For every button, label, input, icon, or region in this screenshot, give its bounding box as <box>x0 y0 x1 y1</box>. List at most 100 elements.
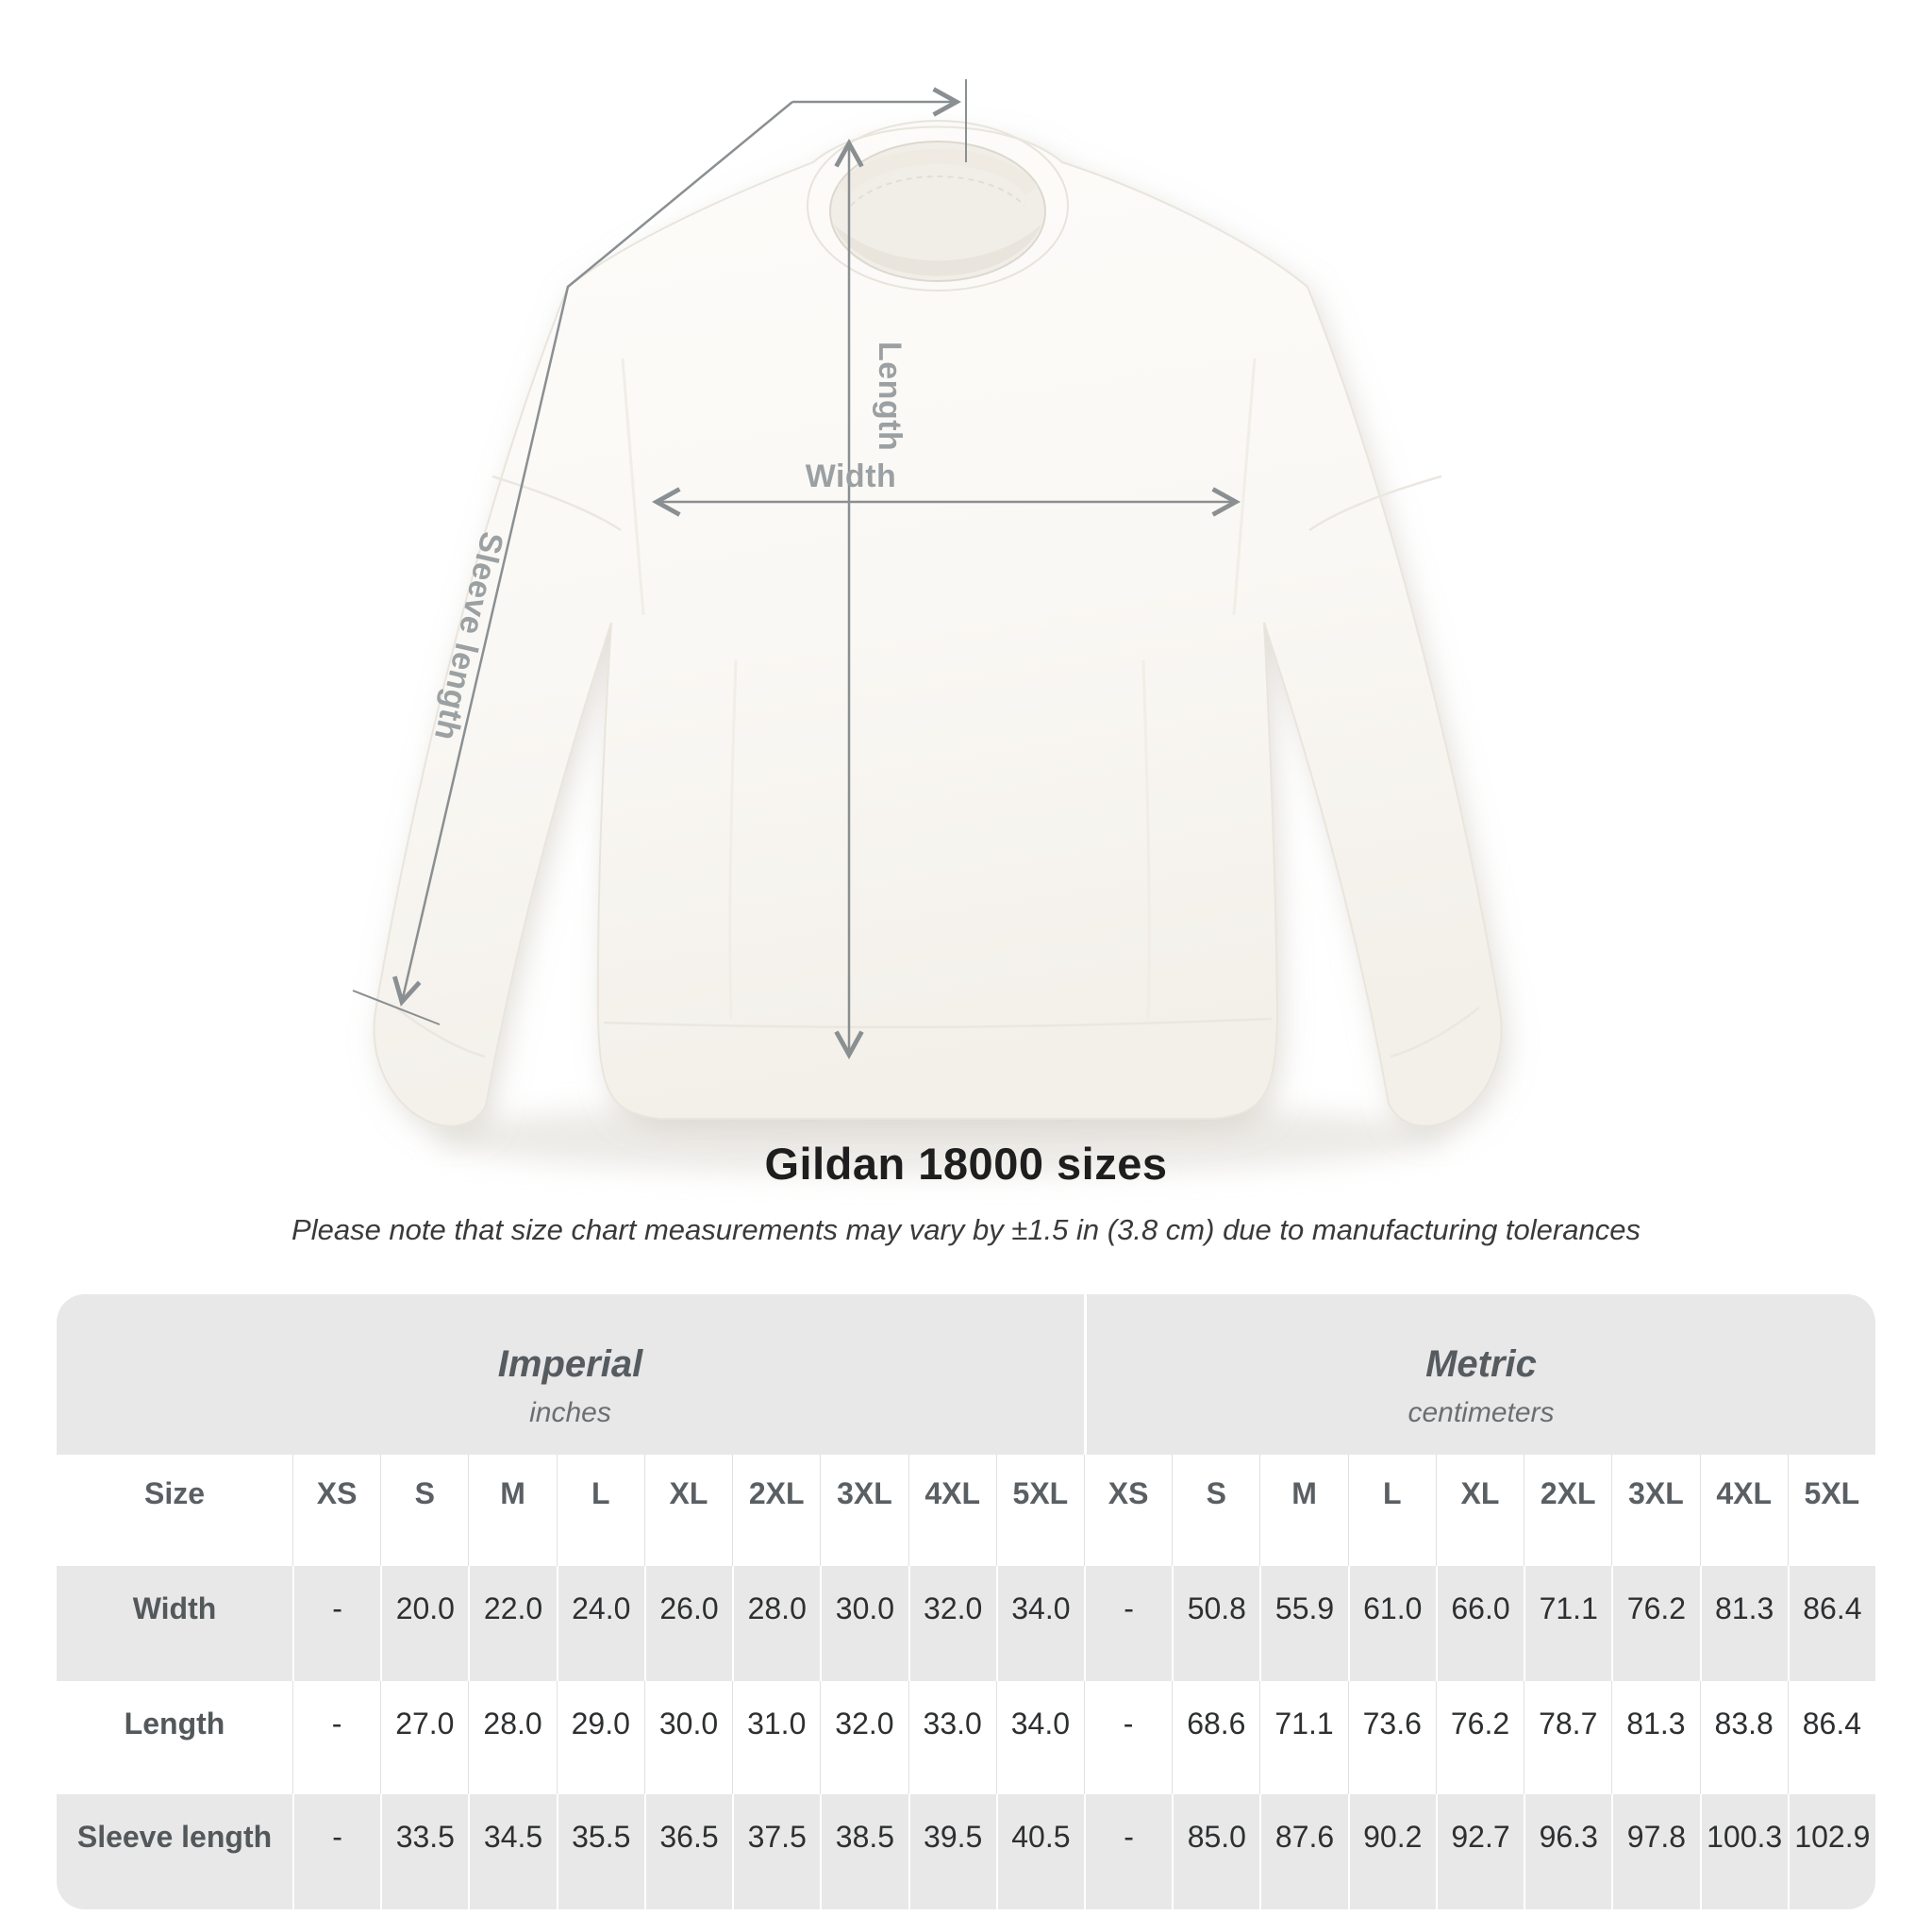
size-col-header: L <box>556 1455 644 1566</box>
sweatshirt-illustration <box>373 125 1503 1127</box>
left-cuff-seam <box>395 1007 486 1058</box>
back-neck-stitch <box>850 175 1025 207</box>
right-shoulder-seam <box>1308 475 1442 532</box>
size-value-cell: 85.0 <box>1172 1794 1260 1909</box>
unit-group-sublabel: centimeters <box>1407 1396 1555 1428</box>
size-value-cell: 55.9 <box>1259 1566 1348 1681</box>
size-col-header: XS <box>1083 1455 1172 1566</box>
size-value-cell: 66.0 <box>1435 1566 1524 1681</box>
tolerance-note: Please note that size chart measurements… <box>291 1213 1641 1246</box>
size-corner-header: Size <box>143 1476 206 1510</box>
right-cuff-seam <box>1390 1007 1480 1058</box>
sleeve-length-end-tick <box>352 990 441 1025</box>
unit-group-label: Imperial <box>497 1342 643 1385</box>
size-value-cell: 34.0 <box>995 1566 1084 1681</box>
size-value-cell: 20.0 <box>380 1566 469 1681</box>
size-col-header: XS <box>292 1455 380 1566</box>
size-value-cell: 30.0 <box>820 1566 908 1681</box>
size-value-cell: 86.4 <box>1787 1566 1875 1681</box>
size-value-cell: 35.5 <box>556 1794 644 1909</box>
size-value-cell: 24.0 <box>556 1566 644 1681</box>
size-value-cell: 81.3 <box>1699 1566 1788 1681</box>
sleeve-length-measure-line <box>391 101 793 1007</box>
unit-group-imperial: Imperial inches <box>57 1294 1084 1455</box>
sweatshirt-measurement-diagram: Length Width Sleeve length <box>352 79 1503 1175</box>
size-col-header: M <box>1259 1455 1347 1566</box>
size-value-cell: 83.8 <box>1699 1681 1788 1794</box>
length-label: Length <box>872 341 908 451</box>
size-value-cell: - <box>292 1794 381 1909</box>
size-col-header: 3XL <box>820 1455 908 1566</box>
size-col-header: S <box>1172 1455 1259 1566</box>
size-value-cell: 29.0 <box>556 1681 644 1794</box>
unit-group-metric: Metric centimeters <box>1083 1294 1875 1455</box>
unit-group-sublabel: inches <box>529 1396 611 1428</box>
size-value-cell: 32.0 <box>908 1566 996 1681</box>
left-armpit-crease <box>621 358 645 616</box>
size-value-cell: 71.1 <box>1524 1566 1612 1681</box>
size-value-cell: 76.2 <box>1611 1566 1700 1681</box>
size-value-cell: - <box>1083 1566 1173 1681</box>
size-value-cell: 37.5 <box>732 1794 821 1909</box>
size-value-cell: - <box>1083 1681 1173 1794</box>
body-crease-left <box>728 659 738 1020</box>
body-crease-right <box>1141 659 1151 1020</box>
size-value-cell: 102.9 <box>1787 1794 1875 1909</box>
size-value-cell: 22.0 <box>468 1566 557 1681</box>
size-col-header: 2XL <box>1524 1455 1611 1566</box>
size-col-header: 4XL <box>1699 1455 1788 1566</box>
width-label: Width <box>806 458 897 494</box>
size-value-cell: 78.7 <box>1524 1681 1612 1794</box>
size-value-cell: 38.5 <box>820 1794 908 1909</box>
size-value-cell: 73.6 <box>1347 1681 1436 1794</box>
size-value-cell: 40.5 <box>995 1794 1084 1909</box>
size-value-cell: 50.8 <box>1172 1566 1260 1681</box>
size-value-cell: - <box>292 1566 381 1681</box>
size-value-cell: 33.0 <box>908 1681 996 1794</box>
size-value-cell: 36.5 <box>643 1794 733 1909</box>
size-col-header: 5XL <box>1787 1455 1875 1566</box>
size-value-cell: 97.8 <box>1611 1794 1700 1909</box>
size-value-cell: 26.0 <box>643 1566 733 1681</box>
collar-inner-shadow <box>834 225 1041 276</box>
page-title: Gildan 18000 sizes <box>764 1139 1168 1189</box>
size-col-header: 5XL <box>995 1455 1084 1566</box>
size-value-cell: - <box>1083 1794 1173 1909</box>
left-shoulder-seam <box>491 475 622 532</box>
size-value-cell: 28.0 <box>732 1566 821 1681</box>
size-value-cell: 92.7 <box>1435 1794 1524 1909</box>
size-col-header: XL <box>1435 1455 1524 1566</box>
size-col-header: 3XL <box>1611 1455 1699 1566</box>
right-armpit-crease <box>1232 358 1257 616</box>
size-value-cell: 86.4 <box>1787 1681 1875 1794</box>
size-col-header: S <box>380 1455 468 1566</box>
size-value-cell: 34.5 <box>468 1794 557 1909</box>
size-col-header: M <box>468 1455 556 1566</box>
size-value-cell: 32.0 <box>820 1681 908 1794</box>
size-col-header: 4XL <box>908 1455 996 1566</box>
measurement-row-label: Length <box>57 1681 292 1794</box>
size-value-cell: 71.1 <box>1259 1681 1348 1794</box>
size-value-cell: 96.3 <box>1524 1794 1612 1909</box>
size-value-cell: 100.3 <box>1699 1794 1788 1909</box>
size-col-header: 2XL <box>732 1455 820 1566</box>
size-value-cell: 30.0 <box>643 1681 733 1794</box>
size-value-cell: 76.2 <box>1435 1681 1524 1794</box>
size-col-header: L <box>1347 1455 1436 1566</box>
size-value-cell: 87.6 <box>1259 1794 1348 1909</box>
size-value-cell: - <box>292 1681 381 1794</box>
size-value-cell: 34.0 <box>995 1681 1084 1794</box>
measurement-row-label: Width <box>57 1566 292 1681</box>
size-value-cell: 81.3 <box>1611 1681 1700 1794</box>
size-col-header: XL <box>643 1455 732 1566</box>
hem-seam <box>603 1017 1273 1029</box>
size-value-cell: 31.0 <box>732 1681 821 1794</box>
collar-opening <box>829 141 1046 282</box>
unit-group-label: Metric <box>1425 1342 1537 1385</box>
size-value-cell: 27.0 <box>380 1681 469 1794</box>
measurement-row-label: Sleeve length <box>57 1794 292 1909</box>
size-value-cell: 28.0 <box>468 1681 557 1794</box>
size-table: Imperial inches Metric centimeters Size XS S M L… <box>57 1294 1875 1909</box>
size-value-cell: 68.6 <box>1172 1681 1260 1794</box>
